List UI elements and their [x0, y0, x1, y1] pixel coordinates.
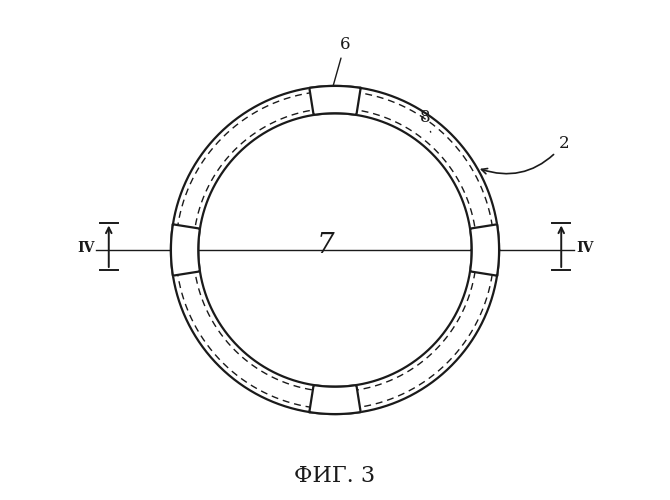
Text: IV: IV — [576, 240, 594, 254]
Text: IV: IV — [78, 240, 95, 254]
Text: 6: 6 — [331, 36, 350, 94]
Polygon shape — [470, 224, 499, 276]
Polygon shape — [171, 224, 200, 276]
Polygon shape — [310, 86, 360, 115]
Polygon shape — [310, 385, 360, 414]
Text: 2: 2 — [482, 136, 569, 174]
Text: ФИГ. 3: ФИГ. 3 — [294, 465, 376, 487]
Text: 7: 7 — [316, 232, 334, 258]
Text: 8: 8 — [420, 109, 431, 132]
